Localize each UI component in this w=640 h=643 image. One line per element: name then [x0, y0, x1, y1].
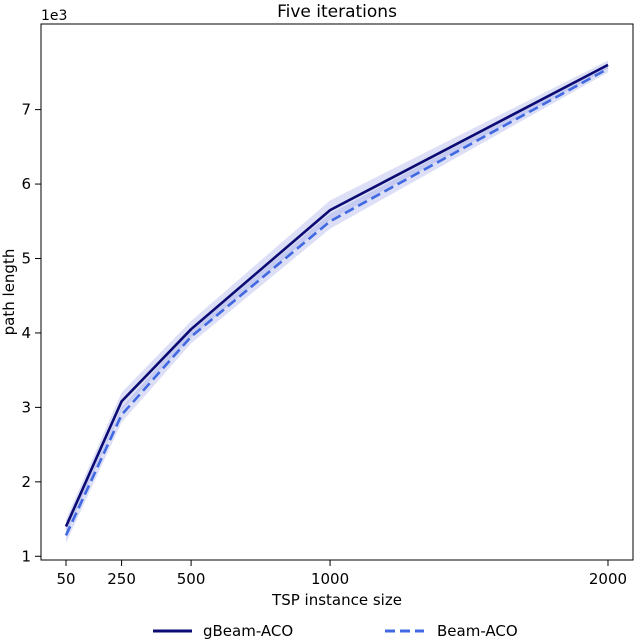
y-tick-label: 4 [21, 324, 31, 342]
plot-frame [40, 23, 634, 561]
band-gbeam-aco [66, 60, 608, 534]
y-tick-label: 7 [21, 101, 31, 119]
y-tick-label: 2 [21, 473, 31, 491]
legend-label-gbeam-aco: gBeam-ACO [203, 622, 293, 640]
y-tick-label: 6 [21, 175, 31, 193]
chart-title: Five iterations [277, 2, 397, 22]
x-tick-label: 500 [177, 570, 206, 588]
y-tick-label: 3 [21, 398, 31, 416]
series-line-beam-aco [64, 67, 609, 536]
x-tick-label: 250 [107, 570, 136, 588]
y-tick-label: 1 [21, 547, 31, 565]
series-lines [64, 63, 609, 536]
band-beam-aco [66, 64, 608, 543]
y-tick-label: 5 [21, 250, 31, 268]
x-axis-ticks: 50 250 500 1000 2000 [56, 560, 627, 588]
x-tick-label: 1000 [311, 570, 349, 588]
y-axis-label: path length [0, 249, 18, 336]
y-axis-ticks: 1 2 3 4 5 6 7 [21, 101, 41, 565]
x-tick-label: 50 [56, 570, 75, 588]
legend-label-beam-aco: Beam-ACO [437, 622, 518, 640]
y-offset-label: 1e3 [41, 8, 67, 24]
confidence-bands [66, 60, 608, 543]
x-tick-label: 2000 [589, 570, 627, 588]
legend: gBeam-ACO Beam-ACO [153, 622, 518, 640]
series-line-gbeam-aco [64, 63, 609, 528]
x-axis-label: TSP instance size [271, 591, 402, 609]
